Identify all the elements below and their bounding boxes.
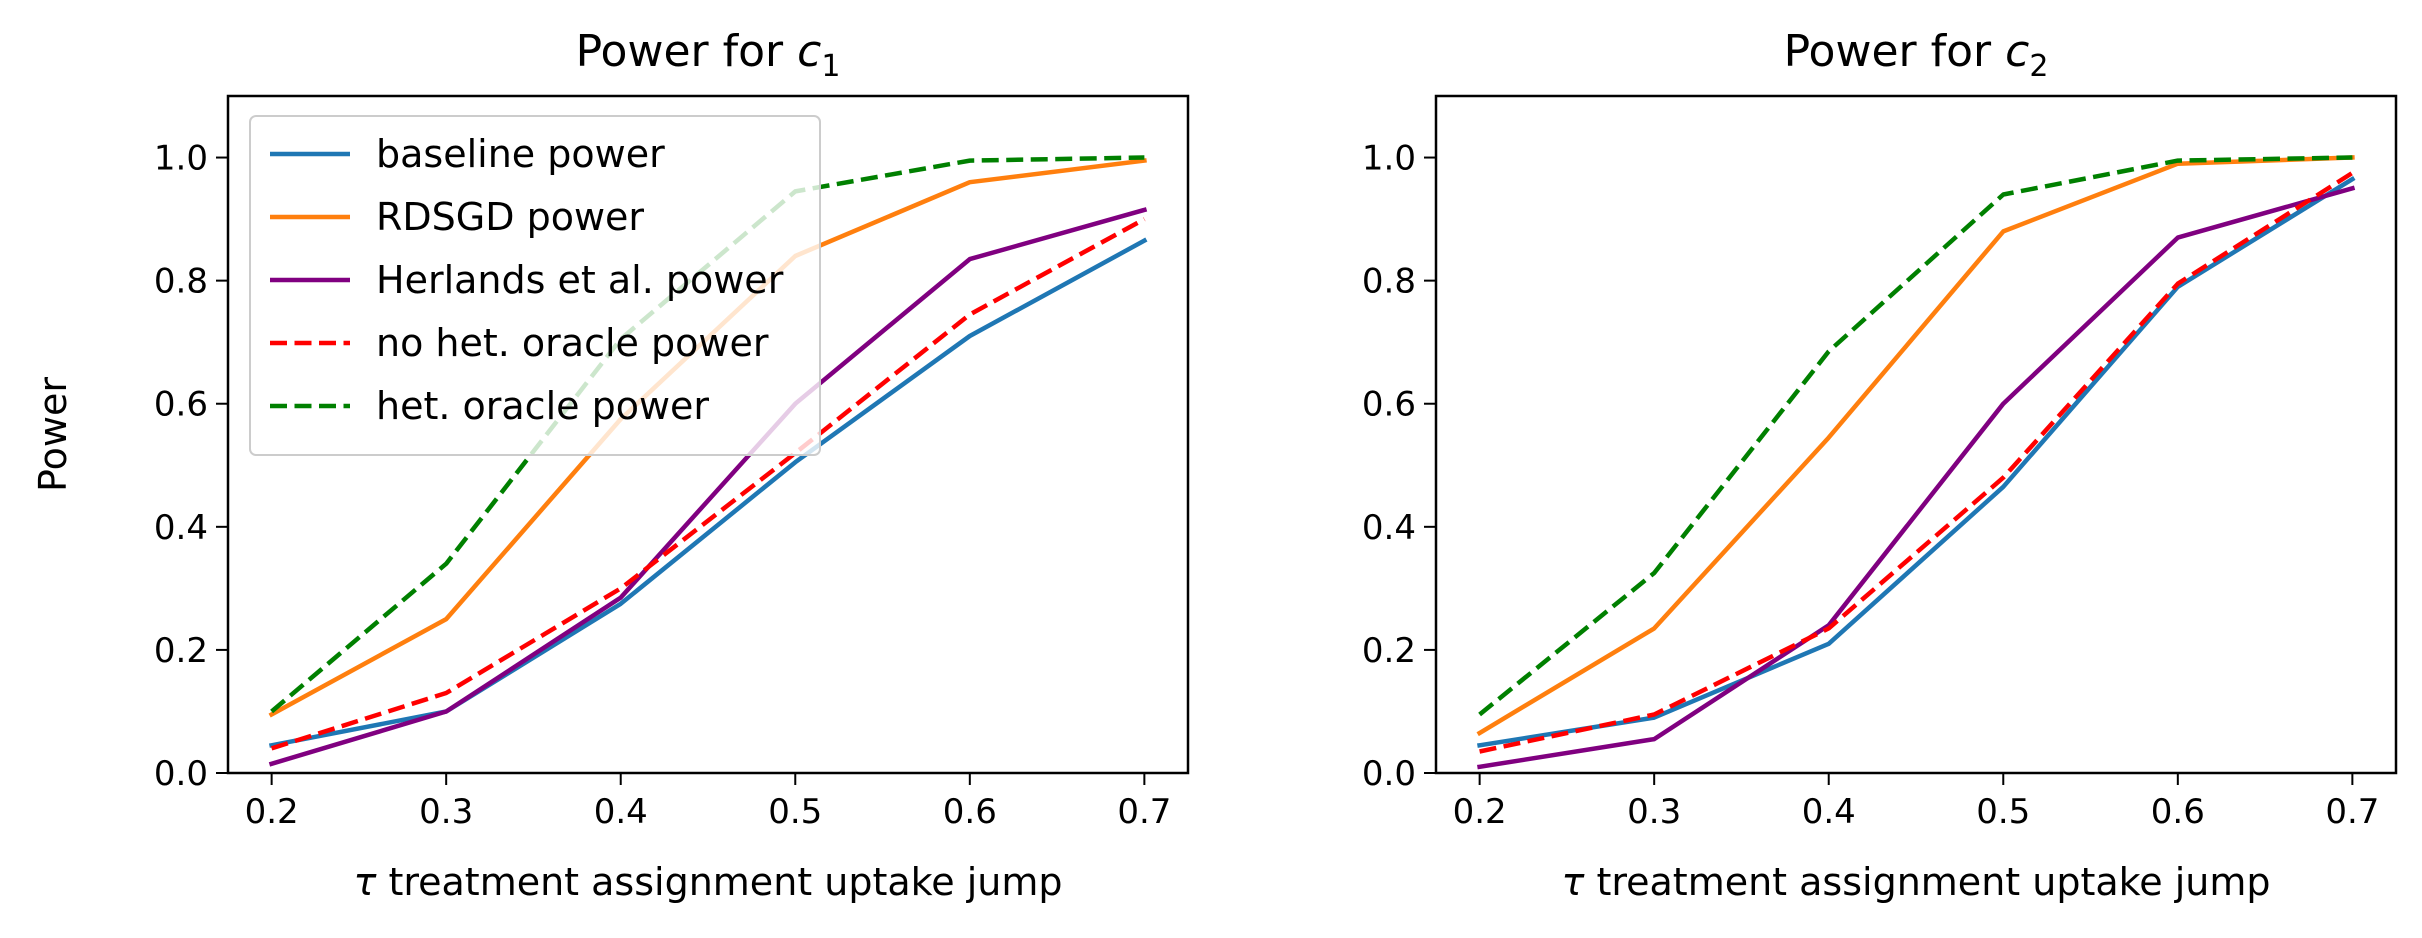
legend: baseline power RDSGD power Herlands et al.… [249,115,821,456]
y-tick-label: 1.0 [1362,139,1416,179]
x-tick-label: 0.5 [1976,792,2030,832]
legend-frame [249,115,821,456]
y-tick-label: 0.2 [154,631,208,671]
x-tick-label: 0.2 [245,792,299,832]
chart-panel-1: Power for c1 0.2 0.3 0.4 0.5 0.6 0.7 0.0 0.2 0.4 0… [31,26,1190,904]
y-tick-label: 0.8 [1362,262,1416,302]
x-tick-label: 0.3 [419,792,473,832]
chart-title: Power for c1 [576,26,841,84]
series-line-no-het-oracle-power [270,217,1146,751]
series-line-herlands-et-al-power [268,207,1148,767]
series-lines [1476,155,2356,770]
x-tick-label: 0.6 [2151,792,2205,832]
series-line-no-het-oracle-power [1479,171,2354,754]
x-tick-label: 0.5 [768,792,822,832]
x-axis-label: τ treatment assignment uptake jump [1561,860,2270,904]
y-tick-label: 0.2 [1362,631,1416,671]
x-tick-label: 0.4 [1802,792,1856,832]
legend-label: no het. oracle power [376,321,769,365]
legend-label: RDSGD power [376,195,644,239]
chart-panel-2: Power for c2 0.2 0.3 0.4 0.5 0.6 0.7 0.0 0.2 0.4 0… [1362,26,2398,904]
legend-label: Herlands et al. power [376,258,784,302]
x-tick-label: 0.4 [594,792,648,832]
y-axis-label: Power [31,377,75,492]
series-line-herlands-et-al-power [1477,185,2356,770]
x-tick-label: 0.7 [1117,792,1171,832]
x-tick-label: 0.6 [943,792,997,832]
y-tick-label: 0.4 [1362,508,1416,548]
series-line-baseline-power [268,237,1148,748]
y-tick-label: 0.0 [154,754,208,794]
x-tick-label: 0.2 [1453,792,1507,832]
y-tick-label: 0.8 [154,262,208,302]
x-tick-label: 0.7 [2325,792,2379,832]
y-tick-label: 0.6 [1362,385,1416,425]
y-tick-label: 1.0 [154,139,208,179]
chart-title: Power for c2 [1784,26,2049,84]
series-line-het-oracle-power [1478,155,2353,717]
series-line-baseline-power [1477,176,2356,748]
x-tick-label: 0.3 [1627,792,1681,832]
legend-label: het. oracle power [376,384,709,428]
y-tick-label: 0.0 [1362,754,1416,794]
y-tick-label: 0.6 [154,385,208,425]
axes-frame [1434,94,2398,775]
y-tick-label: 0.4 [154,508,208,548]
legend-label: baseline power [376,132,665,176]
x-axis-label: τ treatment assignment uptake jump [353,860,1062,904]
series-line-rdsgd-power [1476,155,2355,737]
axes-frame [226,94,1190,775]
